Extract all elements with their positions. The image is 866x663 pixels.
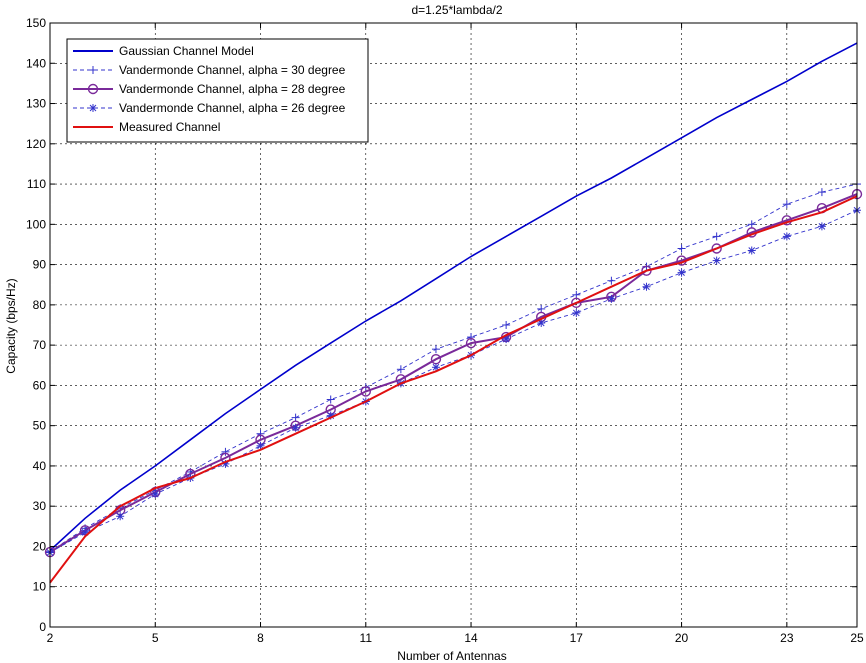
data-point-1: [747, 220, 756, 229]
data-point-3: [116, 512, 125, 521]
data-point-1: [607, 276, 616, 285]
axis-ticks: 2 5 8 11 14 17 20 23 250102030405060708090100110…: [26, 16, 864, 645]
data-point-1: [256, 429, 265, 438]
legend-item: Vandermonde Channel, alpha = 30 degree: [73, 63, 346, 77]
legend-item: Vandermonde Channel, alpha = 26 degree: [73, 101, 346, 115]
data-point-1: [817, 188, 826, 197]
series-line-1: [49, 183, 858, 553]
y-tick-label: 110: [27, 177, 46, 191]
y-tick-label: 10: [33, 580, 47, 594]
series-layer: [44, 42, 863, 584]
data-point-1: [502, 321, 511, 329]
series-line-3: [49, 209, 858, 553]
legend-label: Vandermonde Channel, alpha = 30 degree: [119, 63, 346, 77]
data-point-3: [642, 282, 651, 291]
legend-item: Vandermonde Channel, alpha = 28 degree: [73, 82, 346, 96]
x-tick-label: 20: [675, 631, 689, 645]
x-tick-label: 25: [850, 631, 864, 645]
legend-marker: [89, 104, 97, 112]
series-line-0: [49, 42, 858, 552]
data-point-1: [712, 232, 721, 241]
legend-label: Vandermonde Channel, alpha = 28 degree: [119, 82, 346, 96]
data-point-3: [431, 363, 440, 372]
data-point-1: [431, 345, 440, 354]
series-4: [49, 195, 858, 584]
x-tick-label: 5: [152, 631, 159, 645]
data-point-3: [151, 490, 160, 499]
data-point-1: [396, 365, 405, 374]
series-0: [49, 42, 858, 552]
x-tick-label: 2: [47, 631, 54, 645]
data-point-2: [465, 337, 477, 349]
data-point-3: [747, 246, 756, 255]
y-tick-label: 150: [26, 16, 46, 30]
y-tick-label: 120: [26, 137, 46, 151]
y-tick-label: 60: [33, 378, 47, 392]
series-3: [46, 206, 861, 557]
y-tick-label: 130: [26, 97, 46, 111]
x-tick-label: 8: [257, 631, 264, 645]
legend: Gaussian Channel Model Vandermonde Channe…: [66, 38, 369, 143]
data-point-1: [291, 413, 300, 422]
chart-title: d=1.25*lambda/2: [411, 3, 502, 17]
plot-frame: [49, 22, 858, 628]
data-point-3: [677, 268, 686, 277]
data-point-3: [782, 232, 791, 241]
data-point-3: [291, 423, 300, 432]
legend-label: Gaussian Channel Model: [119, 44, 254, 58]
y-tick-label: 40: [33, 459, 47, 473]
data-point-1: [537, 304, 546, 313]
data-point-1: [467, 333, 476, 342]
legend-marker: [89, 66, 97, 74]
data-point-1: [572, 290, 581, 299]
y-tick-label: 140: [26, 56, 46, 70]
y-axis-title: Capacity (bps/Hz): [4, 278, 18, 373]
data-point-3: [256, 441, 265, 450]
y-tick-label: 30: [33, 499, 47, 513]
y-tick-label: 70: [33, 338, 47, 352]
data-point-1: [326, 395, 335, 404]
legend-label: Vandermonde Channel, alpha = 26 degree: [119, 101, 346, 115]
data-point-3: [817, 222, 826, 231]
y-tick-label: 50: [33, 419, 47, 433]
data-point-2: [711, 243, 722, 254]
data-point-1: [782, 200, 791, 209]
data-point-2: [360, 386, 371, 397]
x-tick-label: 23: [780, 631, 794, 645]
y-tick-label: 100: [26, 217, 46, 231]
y-tick-label: 80: [33, 298, 47, 312]
data-point-3: [712, 256, 721, 265]
data-point-1: [221, 447, 230, 456]
data-point-2: [571, 297, 582, 309]
data-point-1: [677, 244, 686, 253]
data-point-3: [572, 308, 581, 317]
data-point-2: [641, 265, 652, 276]
legend-box: [66, 38, 369, 143]
legend-marker: [87, 83, 99, 95]
x-tick-label: 17: [570, 631, 584, 645]
x-tick-label: 14: [464, 631, 478, 645]
y-tick-label: 90: [33, 258, 47, 272]
series-line-4: [49, 195, 858, 584]
x-tick-label: 11: [360, 631, 373, 645]
y-tick-label: 0: [39, 620, 46, 634]
legend-item: Gaussian Channel Model: [73, 44, 254, 58]
y-tick-label: 20: [33, 539, 47, 553]
data-point-3: [607, 294, 616, 303]
legend-label: Measured Channel: [119, 120, 220, 134]
legend-item: Measured Channel: [73, 120, 220, 134]
x-axis-title: Number of Antennas: [397, 649, 506, 663]
